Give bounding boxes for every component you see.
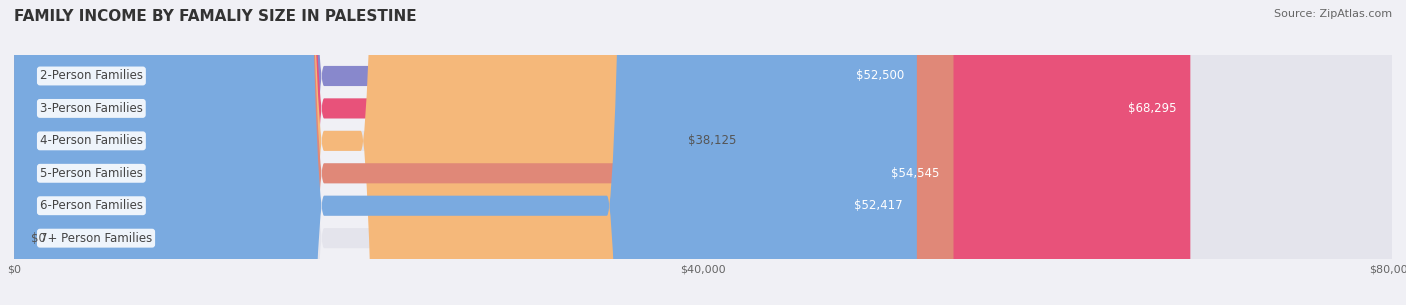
FancyBboxPatch shape xyxy=(14,0,1392,305)
FancyBboxPatch shape xyxy=(14,0,1392,305)
Text: 6-Person Families: 6-Person Families xyxy=(39,199,143,212)
FancyBboxPatch shape xyxy=(14,0,1392,305)
FancyBboxPatch shape xyxy=(14,0,1191,305)
FancyBboxPatch shape xyxy=(14,0,1392,305)
Text: $68,295: $68,295 xyxy=(1128,102,1177,115)
Text: 7+ Person Families: 7+ Person Families xyxy=(39,232,152,245)
Text: 4-Person Families: 4-Person Families xyxy=(39,135,143,147)
Text: $52,500: $52,500 xyxy=(856,70,904,82)
Text: 2-Person Families: 2-Person Families xyxy=(39,70,143,82)
Text: $54,545: $54,545 xyxy=(891,167,939,180)
Text: 5-Person Families: 5-Person Families xyxy=(39,167,143,180)
FancyBboxPatch shape xyxy=(14,0,671,305)
Text: $0: $0 xyxy=(31,232,46,245)
Text: Source: ZipAtlas.com: Source: ZipAtlas.com xyxy=(1274,9,1392,19)
FancyBboxPatch shape xyxy=(14,0,953,305)
FancyBboxPatch shape xyxy=(14,0,918,305)
FancyBboxPatch shape xyxy=(14,0,1392,305)
Text: 3-Person Families: 3-Person Families xyxy=(39,102,143,115)
Text: FAMILY INCOME BY FAMALIY SIZE IN PALESTINE: FAMILY INCOME BY FAMALIY SIZE IN PALESTI… xyxy=(14,9,416,24)
Text: $38,125: $38,125 xyxy=(688,135,737,147)
FancyBboxPatch shape xyxy=(14,0,917,305)
Text: $52,417: $52,417 xyxy=(855,199,903,212)
FancyBboxPatch shape xyxy=(14,0,1392,305)
